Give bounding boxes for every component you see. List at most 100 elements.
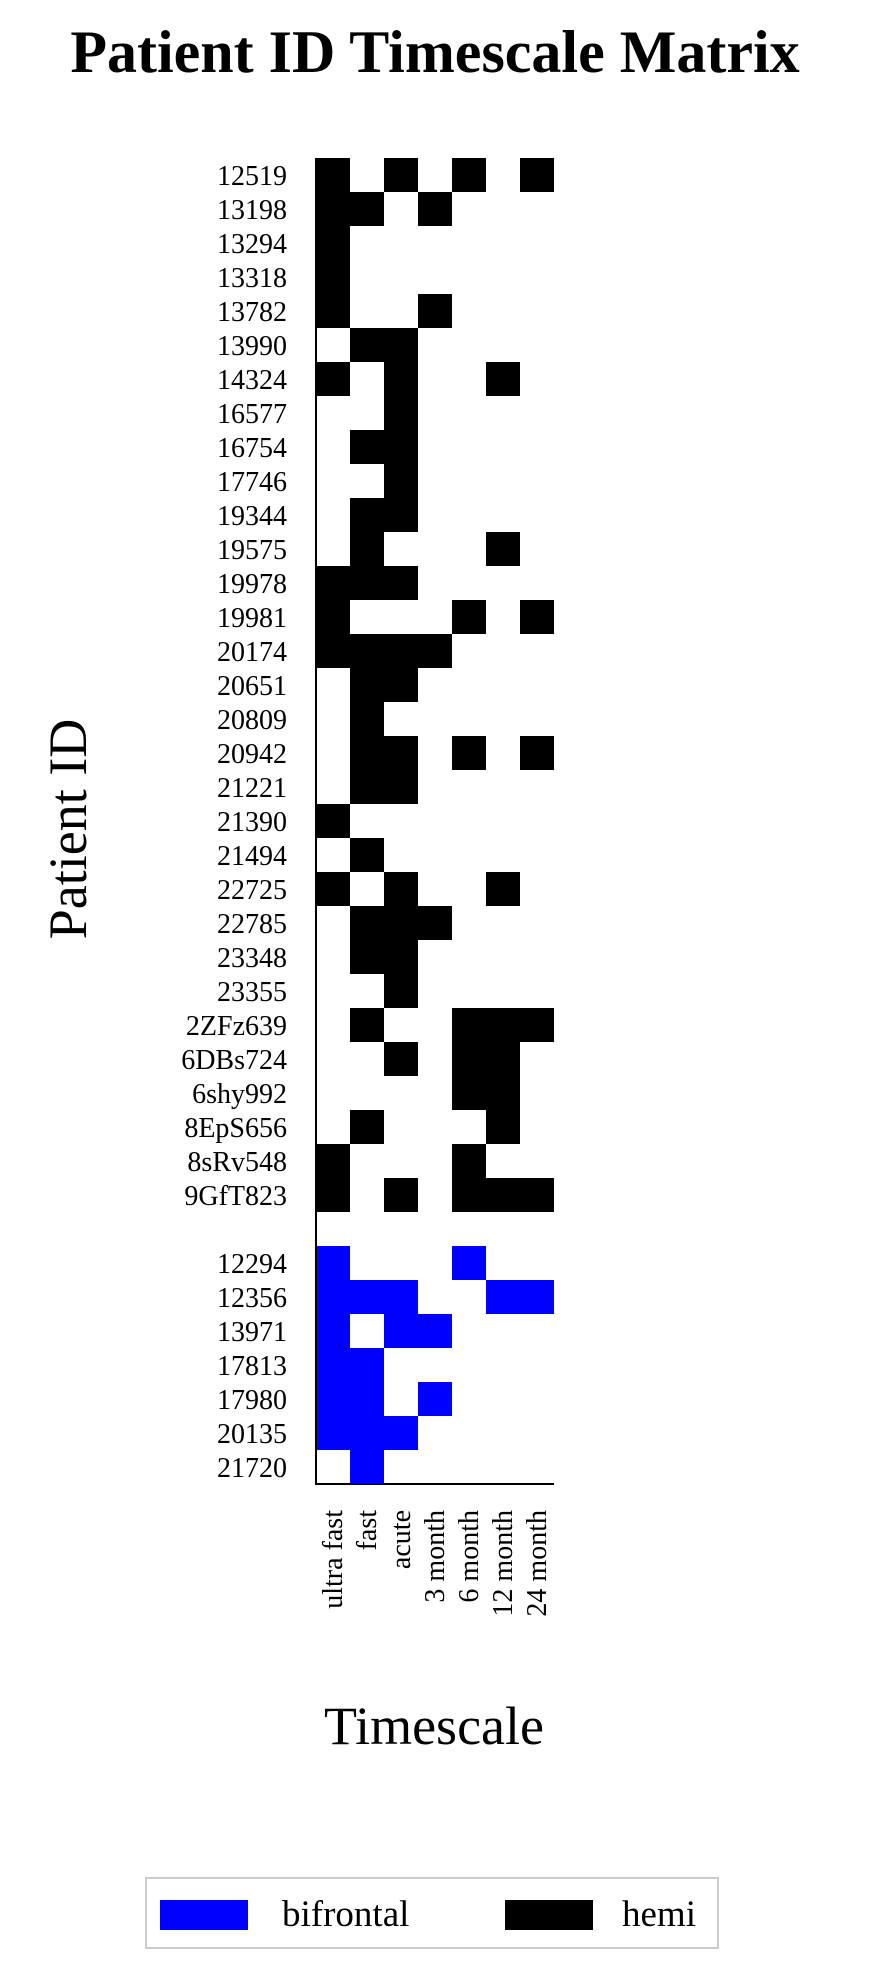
cell-hemi-8sRv548-0 [316, 1144, 350, 1178]
cell-bifrontal-12356-6 [520, 1280, 554, 1314]
cell-bifrontal-20135-1 [350, 1416, 384, 1450]
cell-hemi-9GfT823-0 [316, 1178, 350, 1212]
y-tick-13198: 13198 [217, 195, 287, 226]
cell-hemi-16577-2 [384, 396, 418, 430]
x-tick-ultra-fast: ultra fast [318, 1510, 349, 1609]
cell-hemi-20942-2 [384, 736, 418, 770]
x-tick-6-month: 6 month [454, 1510, 485, 1603]
cell-hemi-14324-5 [486, 362, 520, 396]
cell-hemi-20174-1 [350, 634, 384, 668]
cell-hemi-2ZFz639-5 [486, 1008, 520, 1042]
cell-hemi-9GfT823-5 [486, 1178, 520, 1212]
x-tick-3-month: 3 month [420, 1510, 451, 1603]
y-tick-19344: 19344 [217, 501, 287, 532]
cell-bifrontal-20135-2 [384, 1416, 418, 1450]
cell-hemi-20942-1 [350, 736, 384, 770]
cell-bifrontal-17980-1 [350, 1382, 384, 1416]
x-axis-label: Timescale [324, 1696, 544, 1756]
y-tick-21494: 21494 [217, 841, 287, 872]
y-tick-21221: 21221 [217, 773, 287, 804]
y-tick-13318: 13318 [217, 263, 287, 294]
cell-hemi-19978-0 [316, 566, 350, 600]
y-tick-20942: 20942 [217, 739, 287, 770]
legend-swatch-hemi [505, 1900, 593, 1930]
cell-bifrontal-17980-0 [316, 1382, 350, 1416]
cell-hemi-14324-2 [384, 362, 418, 396]
cell-hemi-12519-0 [316, 158, 350, 192]
x-tick-24-month: 24 month [522, 1510, 553, 1617]
cell-hemi-16754-1 [350, 430, 384, 464]
cell-hemi-9GfT823-4 [452, 1178, 486, 1212]
cell-hemi-20174-0 [316, 634, 350, 668]
cell-hemi-6shy992-5 [486, 1076, 520, 1110]
heatmap-cells [316, 158, 554, 1484]
y-tick-19575: 19575 [217, 535, 287, 566]
cell-hemi-23348-1 [350, 940, 384, 974]
y-tick-13782: 13782 [217, 297, 287, 328]
cell-hemi-9GfT823-6 [520, 1178, 554, 1212]
cell-hemi-2ZFz639-6 [520, 1008, 554, 1042]
cell-hemi-22725-2 [384, 872, 418, 906]
legend-swatch-bifrontal [160, 1900, 248, 1930]
cell-hemi-8sRv548-4 [452, 1144, 486, 1178]
y-tick-23348: 23348 [217, 943, 287, 974]
y-tick-22725: 22725 [217, 875, 287, 906]
cell-hemi-21494-1 [350, 838, 384, 872]
x-tick-12-month: 12 month [488, 1510, 519, 1617]
cell-bifrontal-17980-3 [418, 1382, 452, 1416]
cell-hemi-19978-1 [350, 566, 384, 600]
cell-hemi-22725-0 [316, 872, 350, 906]
y-tick-6shy992: 6shy992 [192, 1079, 287, 1110]
y-tick-20651: 20651 [217, 671, 287, 702]
legend-label-bifrontal: bifrontal [282, 1894, 409, 1935]
cell-bifrontal-12356-0 [316, 1280, 350, 1314]
cell-hemi-2ZFz639-4 [452, 1008, 486, 1042]
cell-bifrontal-12294-4 [452, 1246, 486, 1280]
axes [315, 158, 554, 1485]
y-axis-label: Patient ID [38, 719, 98, 939]
cell-hemi-20174-2 [384, 634, 418, 668]
cell-hemi-22785-2 [384, 906, 418, 940]
y-tick-21390: 21390 [217, 807, 287, 838]
y-tick-23355: 23355 [217, 977, 287, 1008]
cell-hemi-19344-1 [350, 498, 384, 532]
cell-bifrontal-21720-1 [350, 1450, 384, 1484]
cell-hemi-20942-4 [452, 736, 486, 770]
cell-hemi-13990-2 [384, 328, 418, 362]
y-tick-8EpS656: 8EpS656 [184, 1113, 287, 1144]
x-tick-labels: ultra fast fast acute 3 month 6 month 12 mont… [318, 1510, 553, 1617]
cell-hemi-22725-5 [486, 872, 520, 906]
cell-hemi-6DBs724-5 [486, 1042, 520, 1076]
y-tick-13971: 13971 [217, 1317, 287, 1348]
y-tick-14324: 14324 [217, 365, 287, 396]
y-tick-16577: 16577 [217, 399, 287, 430]
cell-bifrontal-13971-3 [418, 1314, 452, 1348]
y-tick-2ZFz639: 2ZFz639 [186, 1011, 287, 1042]
y-tick-22785: 22785 [217, 909, 287, 940]
legend: bifrontal hemi [145, 1877, 719, 1949]
cell-bifrontal-12356-5 [486, 1280, 520, 1314]
cell-hemi-14324-0 [316, 362, 350, 396]
cell-hemi-19344-2 [384, 498, 418, 532]
y-tick-21720: 21720 [217, 1453, 287, 1484]
cell-hemi-17746-2 [384, 464, 418, 498]
y-tick-20809: 20809 [217, 705, 287, 736]
y-tick-8sRv548: 8sRv548 [187, 1147, 287, 1178]
cell-bifrontal-17813-0 [316, 1348, 350, 1382]
cell-hemi-19981-6 [520, 600, 554, 634]
y-tick-19978: 19978 [217, 569, 287, 600]
cell-hemi-19981-4 [452, 600, 486, 634]
cell-bifrontal-12294-0 [316, 1246, 350, 1280]
y-tick-12294: 12294 [217, 1249, 287, 1280]
cell-hemi-13318-0 [316, 260, 350, 294]
legend-label-hemi: hemi [622, 1894, 696, 1935]
cell-hemi-19575-5 [486, 532, 520, 566]
cell-hemi-6DBs724-4 [452, 1042, 486, 1076]
cell-hemi-19978-2 [384, 566, 418, 600]
cell-hemi-20651-1 [350, 668, 384, 702]
cell-bifrontal-17813-1 [350, 1348, 384, 1382]
cell-hemi-2ZFz639-1 [350, 1008, 384, 1042]
cell-hemi-21221-2 [384, 770, 418, 804]
cell-hemi-13198-3 [418, 192, 452, 226]
